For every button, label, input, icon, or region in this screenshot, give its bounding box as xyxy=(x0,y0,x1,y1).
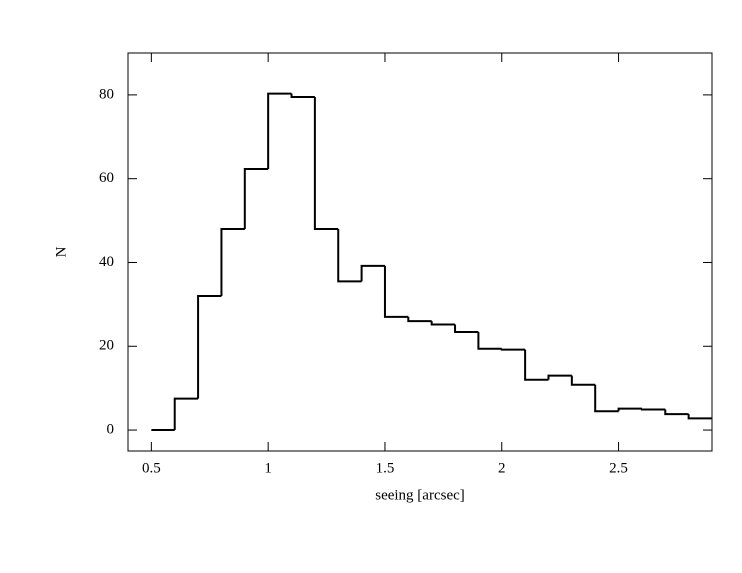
histogram-step xyxy=(617,407,642,412)
histogram-step xyxy=(454,324,479,334)
histogram-step xyxy=(313,96,339,230)
histogram-step xyxy=(664,409,689,416)
histogram-step xyxy=(524,349,549,381)
y-tick-label: 20 xyxy=(99,338,114,354)
histogram-step xyxy=(594,384,619,413)
y-axis-label: N xyxy=(53,246,69,257)
histogram-step xyxy=(290,93,315,98)
histogram-step xyxy=(570,375,596,386)
histogram-step xyxy=(267,92,292,170)
x-tick-label: 1.5 xyxy=(376,460,395,476)
histogram-step xyxy=(197,294,222,399)
plot-frame xyxy=(127,52,713,452)
histogram-step xyxy=(640,408,666,411)
y-tick-label: 40 xyxy=(99,254,114,270)
histogram-step xyxy=(337,228,362,283)
y-tick-label: 60 xyxy=(99,170,114,186)
x-tick-label: 0.5 xyxy=(142,460,161,476)
histogram-step xyxy=(477,332,502,350)
y-tick-label: 80 xyxy=(99,86,114,102)
histogram-step xyxy=(383,265,409,318)
x-tick-label: 2.5 xyxy=(609,460,628,476)
histogram-step xyxy=(243,168,269,229)
histogram-step xyxy=(407,316,432,323)
x-axis-label: seeing [arcsec] xyxy=(375,487,465,503)
x-tick-label: 2 xyxy=(498,460,506,476)
histogram-step xyxy=(173,397,199,431)
histogram-step xyxy=(547,374,572,380)
histogram-step xyxy=(430,321,456,326)
histogram-step xyxy=(220,227,245,296)
x-tick-label: 1 xyxy=(264,460,272,476)
y-tick-label: 0 xyxy=(107,421,115,437)
histogram-step xyxy=(687,414,712,420)
histogram-step xyxy=(360,264,385,282)
histogram-step xyxy=(500,348,526,351)
